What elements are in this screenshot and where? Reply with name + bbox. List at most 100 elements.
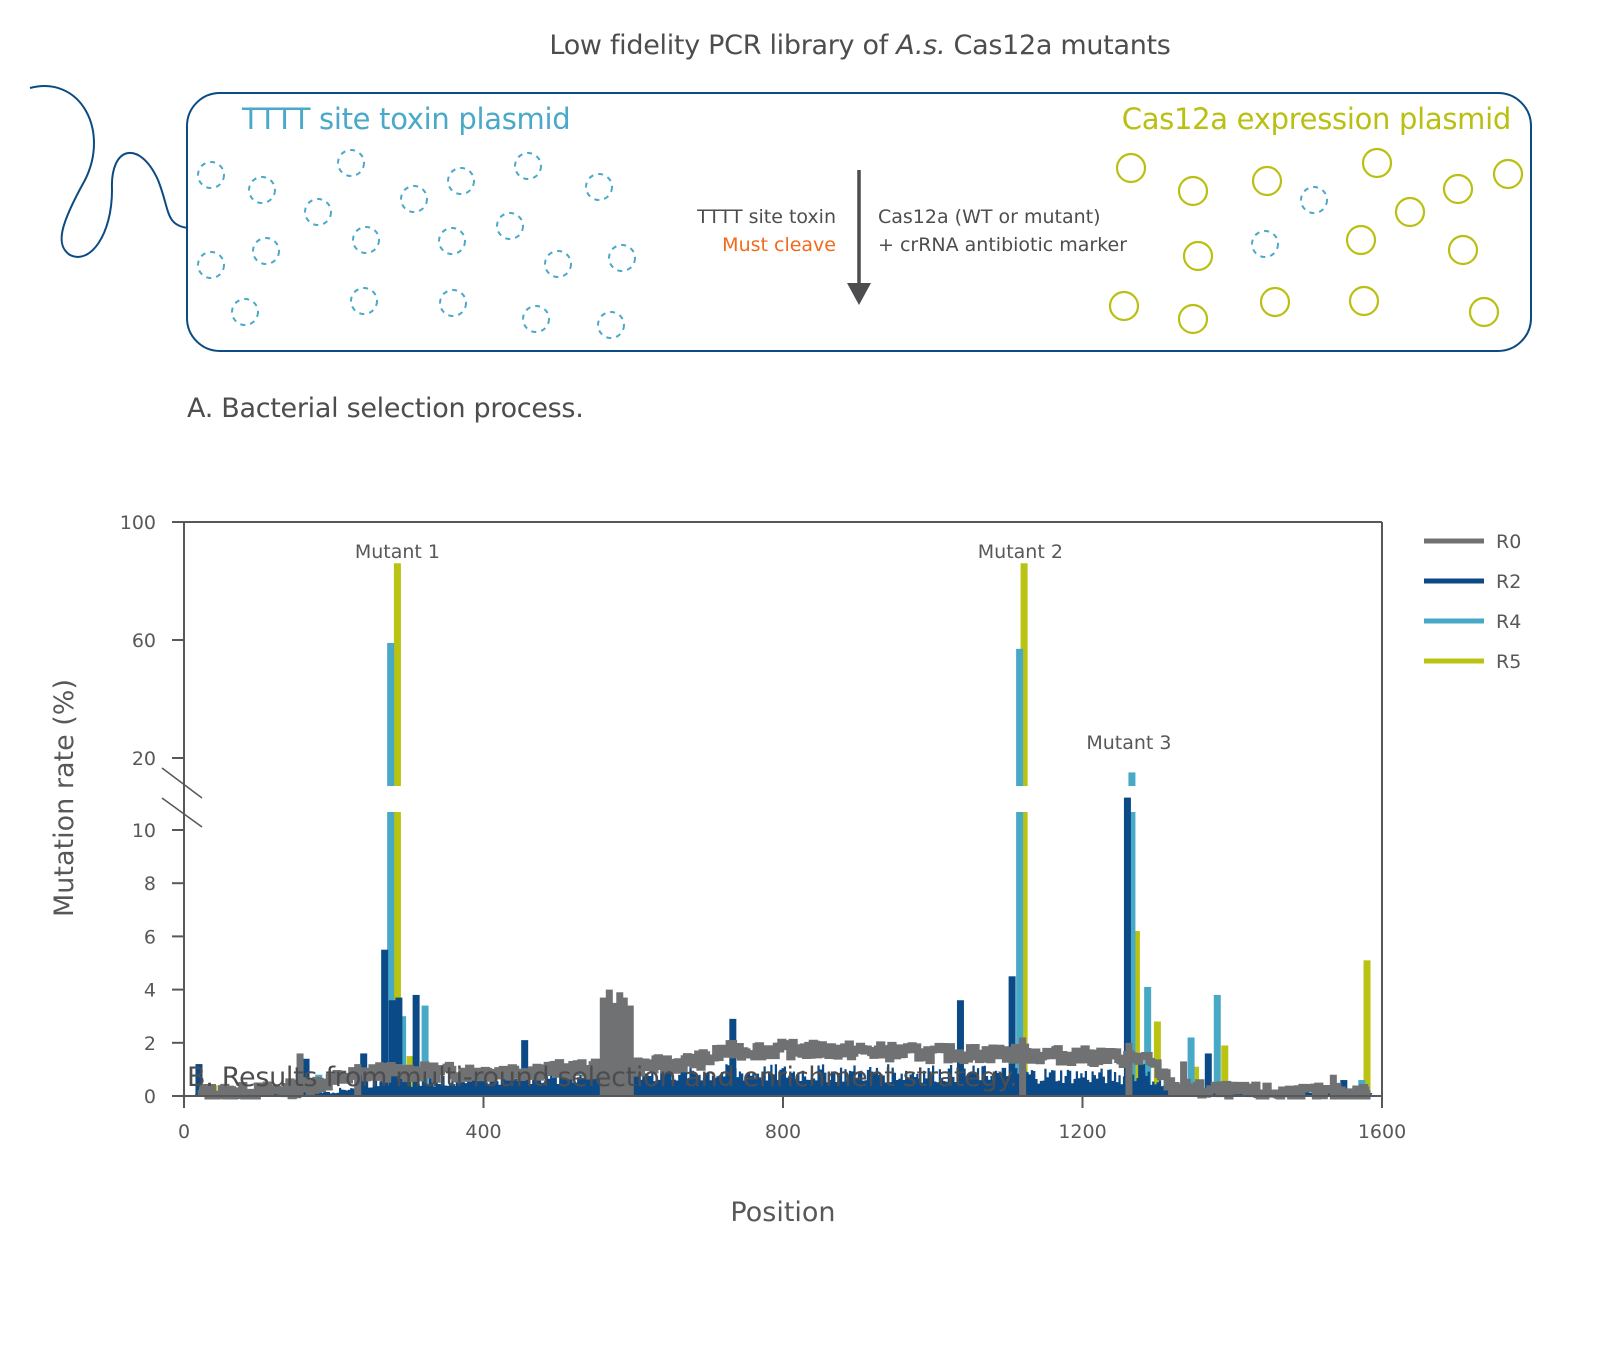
bar [381, 949, 389, 1096]
toxin-plasmid-icon [438, 227, 466, 255]
axis-break-mark [161, 797, 203, 828]
y-tick-label: 2 [144, 1033, 156, 1055]
bar [1153, 1021, 1161, 1096]
cas12a-plasmid-icon [1361, 147, 1393, 179]
cas12a-plasmids [1108, 147, 1524, 335]
toxin-plasmid-icon [1251, 230, 1279, 258]
y-tick-label: 8 [144, 873, 156, 895]
bar [1221, 1045, 1229, 1096]
y-axis-title: Mutation rate (%) [49, 679, 80, 917]
bar [956, 1000, 964, 1096]
series-r4 [195, 642, 1373, 1096]
legend-label-r5: R5 [1496, 651, 1521, 673]
toxin-plasmids [197, 149, 1328, 339]
y-tick-label: 0 [144, 1086, 156, 1108]
axes-layer [161, 521, 1383, 1108]
bar [1020, 563, 1028, 786]
bar [1213, 994, 1221, 1096]
bar [620, 997, 628, 1096]
bar [354, 1064, 362, 1096]
y-tick-label: 6 [144, 926, 156, 948]
legend-label-r0: R0 [1496, 531, 1521, 553]
bar [399, 1016, 407, 1096]
toxin-plasmid-icon [439, 289, 467, 317]
bar [1123, 797, 1131, 1096]
title-prefix: Low fidelity PCR library of [549, 30, 897, 61]
series-r0 [197, 989, 1371, 1100]
cas12a-plasmid-icon [1348, 285, 1380, 317]
bar [1128, 772, 1136, 786]
toxin-plasmid-icon [352, 226, 380, 254]
panel-b-caption: B. Results from multi-round selection an… [187, 1062, 1018, 1093]
toxin-plasmid-icon [585, 173, 613, 201]
toxin-plasmid-icon [337, 149, 365, 177]
must-cleave-text: Must cleave [722, 234, 836, 256]
selection-arrow-icon [847, 170, 871, 305]
legend-label-r4: R4 [1496, 611, 1521, 633]
annotations-layer: Mutant 1 Mutant 2 Mutant 3 [355, 541, 1172, 754]
bar [605, 989, 613, 1096]
toxin-plasmid-icon [608, 244, 636, 272]
cas12a-plasmid-icon [1177, 175, 1209, 207]
toxin-plasmid-icon [197, 251, 225, 279]
bar [393, 563, 401, 786]
bar [1016, 812, 1024, 1096]
x-tick-label: 1600 [1358, 1121, 1406, 1143]
bar [395, 997, 403, 1096]
toxin-plasmid-icon [197, 161, 225, 189]
toxin-plasmid-icon [544, 250, 572, 278]
bar [626, 1005, 634, 1096]
toxin-plasmid-icon [248, 176, 276, 204]
x-axis-title: Position [730, 1197, 835, 1228]
toxin-plasmid-icon [400, 185, 428, 213]
cas12a-plasmid-icon [1442, 173, 1474, 205]
cas12a-plasmid-icon [1468, 296, 1500, 328]
bar [388, 1000, 396, 1096]
mutant-annotation: Mutant 1 [355, 541, 440, 563]
bar [1128, 812, 1136, 1096]
bar [599, 997, 607, 1096]
x-tick-label: 400 [465, 1121, 501, 1143]
panel-a-caption: A. Bacterial selection process. [187, 393, 584, 424]
bar [1187, 1037, 1195, 1096]
bar [616, 992, 624, 1096]
toxin-plasmid-icon [231, 298, 259, 326]
bar [1008, 976, 1016, 1096]
toxin-plasmid-icon [597, 311, 625, 339]
cas12a-plasmid-icon [1345, 224, 1377, 256]
legend-label-r2: R2 [1496, 571, 1521, 593]
bar [1144, 986, 1152, 1096]
bar [1125, 1042, 1133, 1096]
bar [1019, 1037, 1027, 1096]
cas12a-plasmid-icon [1177, 303, 1209, 335]
x-tick-label: 0 [178, 1121, 190, 1143]
toxin-plasmid-icon [1300, 186, 1328, 214]
toxin-plasmid-icon [252, 237, 280, 265]
cas12a-plasmid-icon [1251, 165, 1283, 197]
cas12a-plasmid-icon [1108, 290, 1140, 322]
series-r2-baseline [195, 1064, 1373, 1096]
bar [195, 1064, 203, 1096]
cas12a-plasmid-icon [1259, 286, 1291, 318]
bar [296, 1053, 304, 1096]
toxin-plasmid-icon [514, 152, 542, 180]
bar [1020, 812, 1028, 1096]
toxin-plasmid-icon [350, 287, 378, 315]
axis-break-mark [161, 767, 203, 799]
cas12a-plasmid-icon [1394, 196, 1426, 228]
bar [393, 812, 401, 1096]
bars-layer [195, 563, 1373, 1100]
y-tick-label: 20 [132, 748, 156, 770]
figure-title: Low fidelity PCR library of A.s. Cas12a … [0, 30, 1601, 61]
mutant-annotation: Mutant 3 [1086, 732, 1171, 754]
y-tick-label: 10 [132, 820, 156, 842]
bacterial-cell [186, 92, 1532, 352]
cas12a-plasmid-label: Cas12a expression plasmid [1121, 102, 1512, 136]
y-tick-label: 100 [120, 512, 156, 534]
title-species: A.s. [896, 30, 946, 61]
cas12a-plasmid-icon [1447, 234, 1479, 266]
bar [521, 1040, 529, 1096]
cas12a-text: Cas12a (WT or mutant) [878, 206, 1101, 228]
bar [412, 994, 420, 1096]
